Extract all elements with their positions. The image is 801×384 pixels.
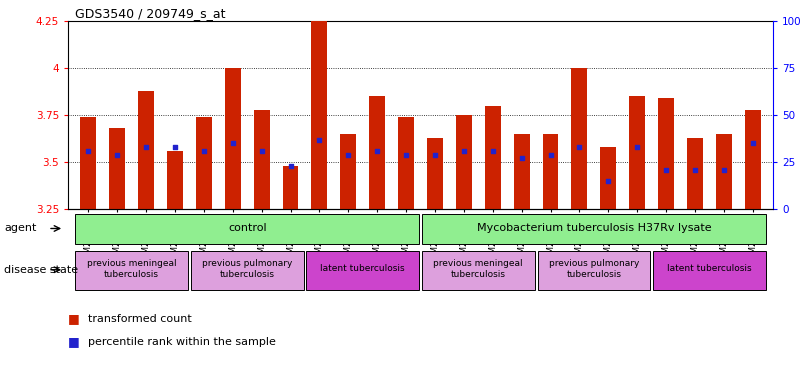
Point: [718, 167, 731, 173]
Point: [515, 156, 528, 162]
Point: [198, 148, 211, 154]
Bar: [191, 251, 304, 290]
Bar: [601, 147, 616, 209]
Text: ■: ■: [68, 335, 80, 348]
Bar: [340, 134, 356, 209]
Text: disease state: disease state: [4, 265, 78, 275]
Point: [689, 167, 702, 173]
Text: previous pulmonary
tuberculosis: previous pulmonary tuberculosis: [549, 259, 639, 278]
Bar: [109, 128, 125, 209]
Text: GDS3540 / 209749_s_at: GDS3540 / 209749_s_at: [75, 7, 226, 20]
Point: [457, 148, 470, 154]
Point: [168, 144, 181, 150]
Bar: [571, 68, 587, 209]
Bar: [398, 117, 414, 209]
Point: [342, 152, 355, 158]
Point: [429, 152, 441, 158]
Text: previous pulmonary
tuberculosis: previous pulmonary tuberculosis: [202, 259, 292, 278]
Bar: [745, 109, 761, 209]
Point: [573, 144, 586, 150]
Point: [227, 141, 239, 147]
Bar: [716, 134, 732, 209]
Point: [139, 144, 152, 150]
Point: [486, 148, 499, 154]
Point: [256, 148, 268, 154]
Text: control: control: [227, 223, 267, 233]
Bar: [653, 251, 766, 290]
Bar: [658, 98, 674, 209]
Bar: [80, 117, 96, 209]
Text: percentile rank within the sample: percentile rank within the sample: [88, 337, 276, 347]
Bar: [427, 138, 443, 209]
Bar: [687, 138, 703, 209]
Text: transformed count: transformed count: [88, 314, 192, 324]
Bar: [283, 166, 299, 209]
Bar: [225, 68, 240, 209]
Bar: [422, 214, 766, 244]
Bar: [196, 117, 211, 209]
Bar: [456, 115, 472, 209]
Bar: [542, 134, 558, 209]
Point: [660, 167, 673, 173]
Text: agent: agent: [4, 223, 36, 233]
Bar: [75, 214, 419, 244]
Bar: [138, 91, 154, 209]
Point: [371, 148, 384, 154]
Point: [284, 163, 297, 169]
Text: previous meningeal
tuberculosis: previous meningeal tuberculosis: [87, 259, 176, 278]
Point: [630, 144, 643, 150]
Text: ■: ■: [68, 312, 80, 325]
Text: Mycobacterium tuberculosis H37Rv lysate: Mycobacterium tuberculosis H37Rv lysate: [477, 223, 711, 233]
Bar: [75, 251, 188, 290]
Point: [313, 137, 326, 143]
Point: [544, 152, 557, 158]
Bar: [513, 134, 529, 209]
Bar: [422, 251, 534, 290]
Point: [400, 152, 413, 158]
Text: previous meningeal
tuberculosis: previous meningeal tuberculosis: [433, 259, 523, 278]
Point: [82, 148, 95, 154]
Bar: [630, 96, 645, 209]
Text: latent tuberculosis: latent tuberculosis: [667, 264, 751, 273]
Bar: [485, 106, 501, 209]
Bar: [254, 109, 270, 209]
Bar: [537, 251, 650, 290]
Bar: [307, 251, 419, 290]
Bar: [312, 21, 328, 209]
Point: [747, 141, 759, 147]
Text: latent tuberculosis: latent tuberculosis: [320, 264, 405, 273]
Bar: [167, 151, 183, 209]
Point: [602, 178, 614, 184]
Bar: [369, 96, 385, 209]
Point: [111, 152, 123, 158]
